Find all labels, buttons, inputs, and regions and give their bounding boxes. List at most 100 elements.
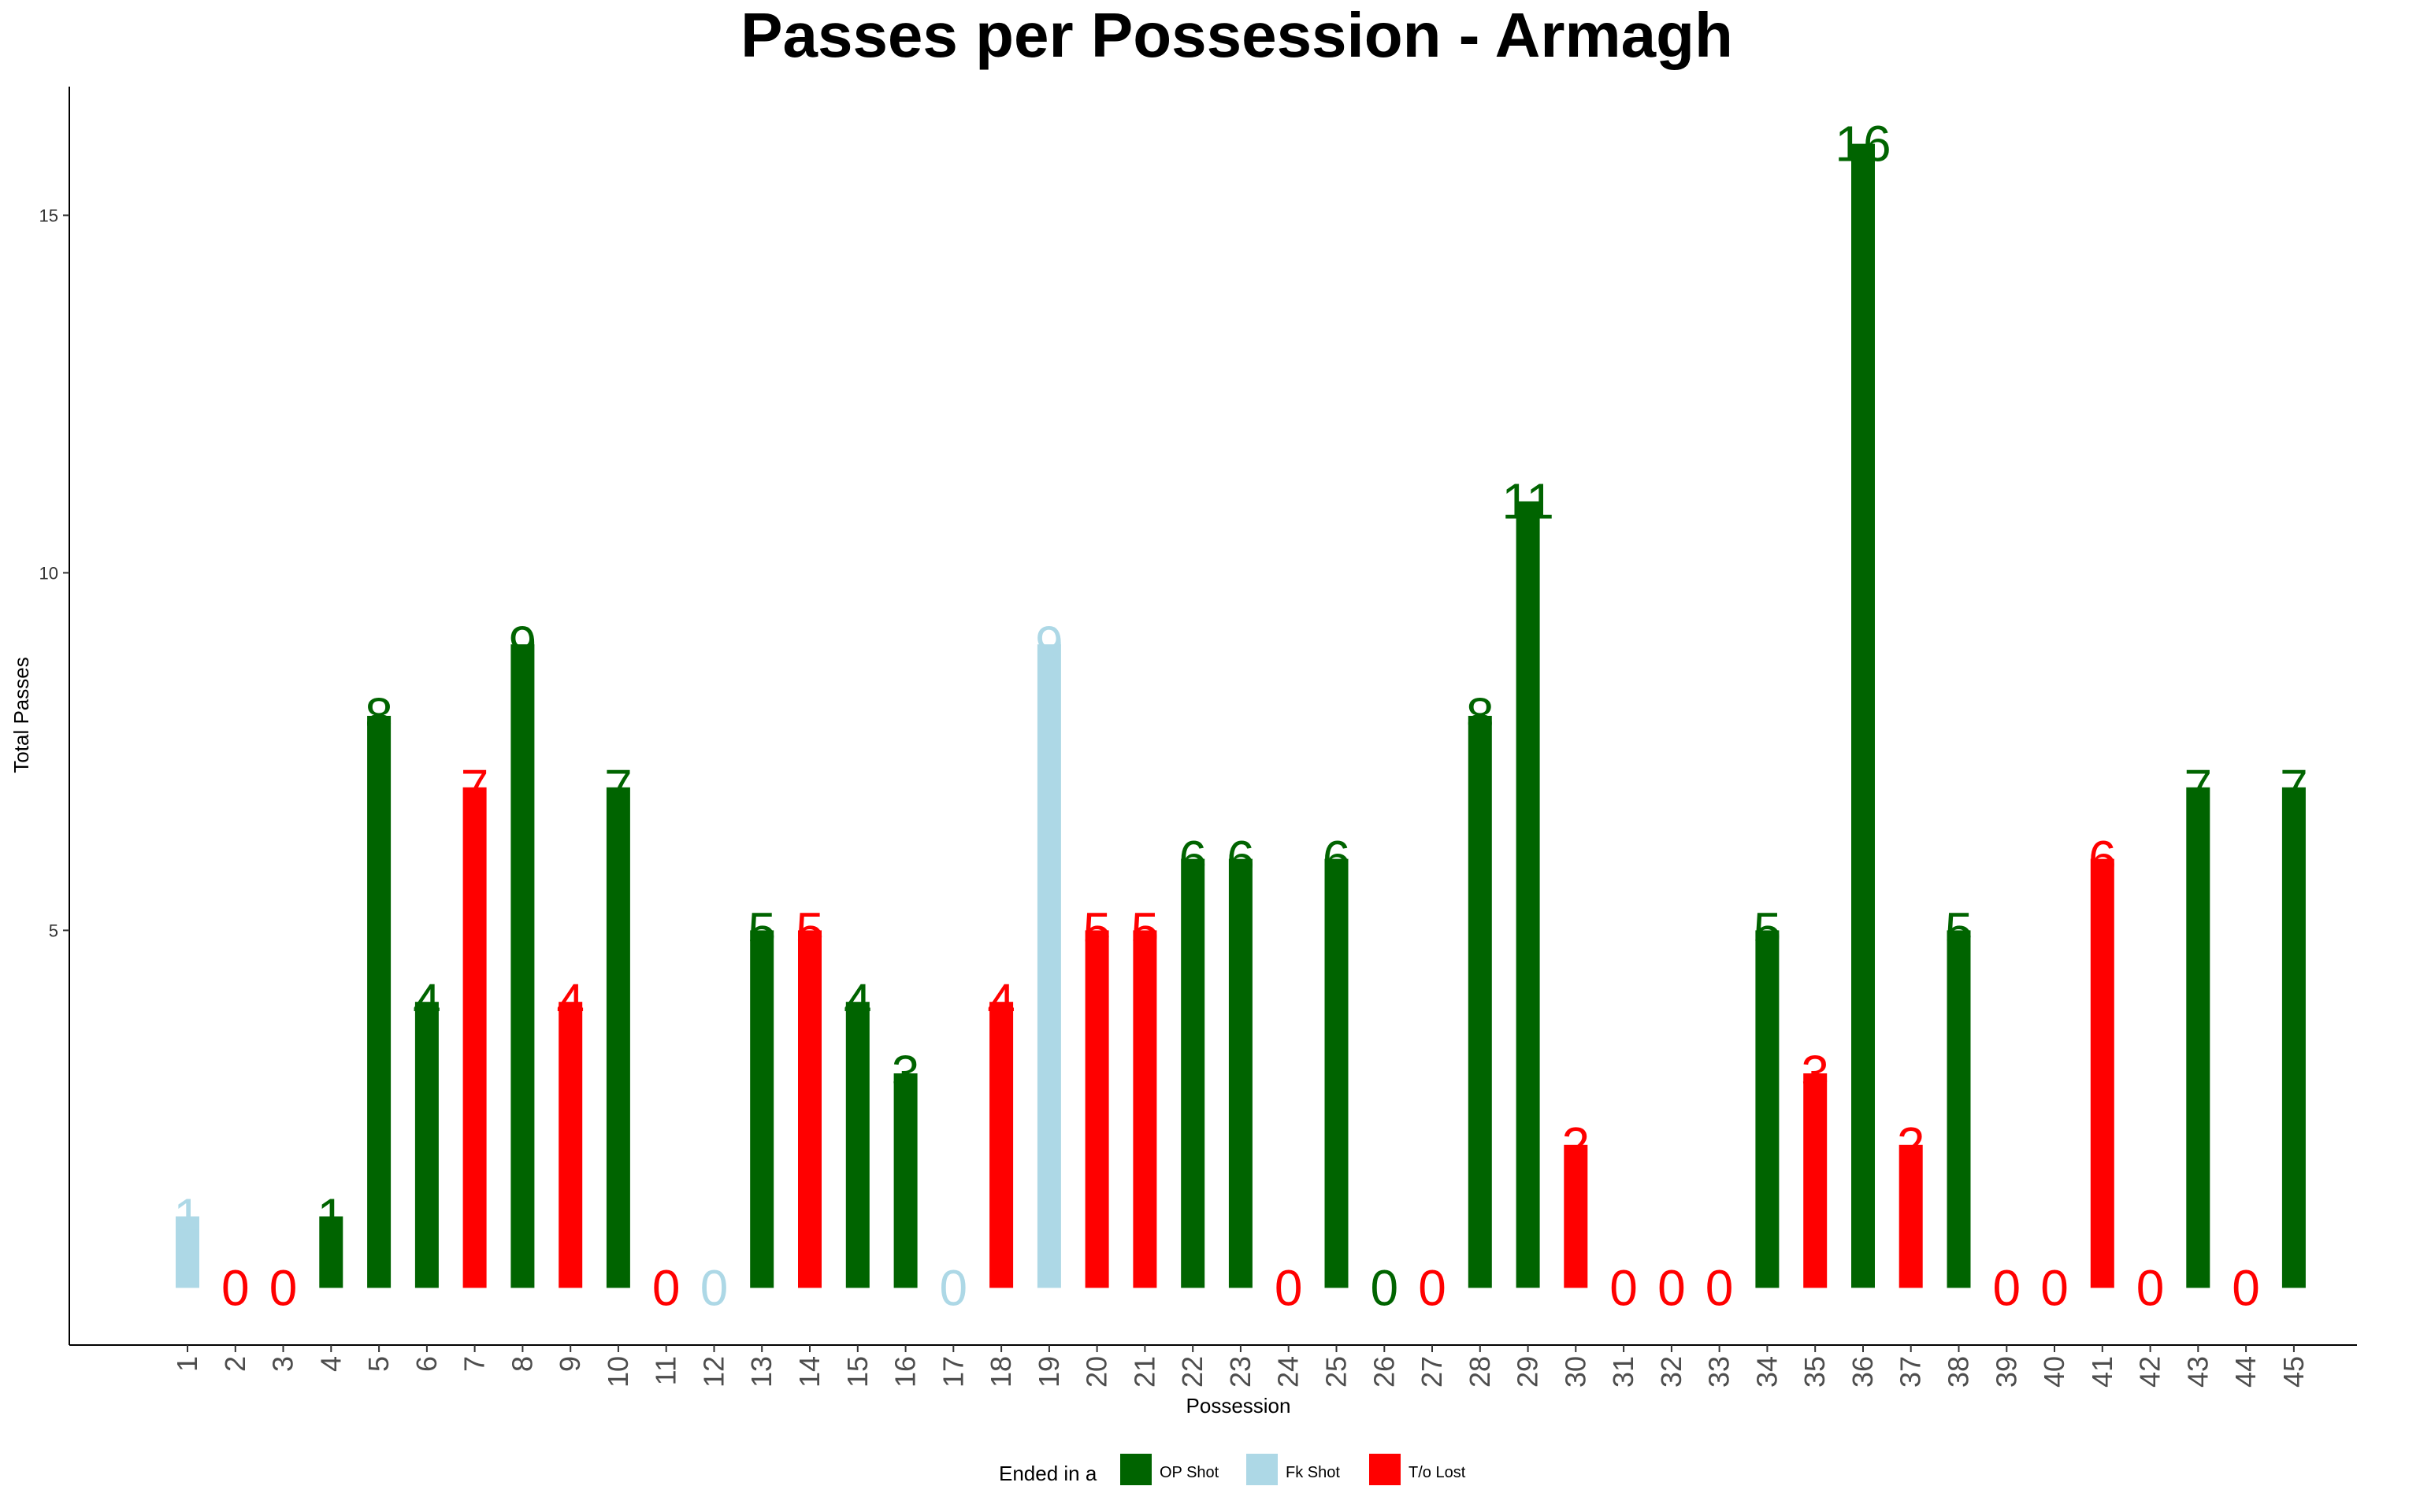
x-tick-label-8: 8 (506, 1356, 538, 1372)
x-tick-label-38: 38 (1943, 1356, 1975, 1388)
x-tick-label-24: 24 (1272, 1356, 1305, 1388)
data-label-33: 0 (1706, 1259, 1734, 1316)
x-tick-label-35: 35 (1798, 1356, 1831, 1388)
x-tick-label-19: 19 (1033, 1356, 1065, 1388)
data-label-45: 7 (2280, 759, 2308, 816)
data-label-10: 7 (604, 759, 633, 816)
data-label-9: 4 (556, 973, 585, 1030)
x-tick-label-29: 29 (1512, 1356, 1544, 1388)
x-tick-label-17: 17 (937, 1356, 969, 1388)
bars-group (176, 143, 2306, 1288)
x-tick-label-20: 20 (1081, 1356, 1113, 1388)
bar-29 (1516, 501, 1540, 1288)
data-label-8: 9 (509, 616, 537, 673)
data-label-6: 4 (413, 973, 441, 1030)
y-axis-title: Total Passes (9, 657, 33, 773)
data-label-43: 7 (2184, 759, 2213, 816)
data-label-42: 0 (2136, 1259, 2165, 1316)
x-tick-label-6: 6 (410, 1356, 443, 1372)
data-label-21: 5 (1131, 902, 1160, 958)
data-label-15: 4 (844, 973, 872, 1030)
legend-label-op: OP Shot (1160, 1464, 1219, 1481)
data-label-13: 5 (748, 902, 776, 958)
data-label-17: 0 (940, 1259, 968, 1316)
x-tick-label-21: 21 (1128, 1356, 1160, 1388)
bar-22 (1181, 858, 1205, 1288)
legend-label-to: T/o Lost (1409, 1464, 1466, 1481)
x-tick-label-16: 16 (889, 1356, 922, 1388)
x-tick-label-18: 18 (985, 1356, 1017, 1388)
data-label-32: 0 (1657, 1259, 1686, 1316)
x-tick-label-23: 23 (1224, 1356, 1256, 1388)
x-ticks-group: 1 2 3 4 5 6 7 8 9 10 11 12 13 14 15 16 17 18 19 20 21 22 23 24 2… (171, 1345, 2310, 1388)
bar-10 (606, 787, 630, 1288)
bar-23 (1228, 858, 1253, 1288)
x-tick-label-40: 40 (2038, 1356, 2070, 1388)
bar-8 (510, 644, 535, 1288)
x-tick-label-7: 7 (458, 1356, 491, 1372)
data-label-38: 5 (1945, 902, 1973, 958)
data-label-14: 5 (796, 902, 824, 958)
data-label-36: 16 (1835, 116, 1891, 172)
data-label-19: 9 (1035, 616, 1063, 673)
x-tick-label-43: 43 (2181, 1356, 2214, 1388)
x-tick-label-9: 9 (554, 1356, 586, 1372)
data-label-16: 3 (892, 1045, 920, 1102)
data-label-39: 0 (1993, 1259, 2021, 1316)
x-axis-title: Possession (1186, 1394, 1291, 1418)
data-label-4: 1 (317, 1188, 346, 1245)
x-tick-label-42: 42 (2134, 1356, 2166, 1388)
bar-35 (1803, 1073, 1828, 1288)
x-tick-label-36: 36 (1847, 1356, 1879, 1388)
data-label-44: 0 (2232, 1259, 2260, 1316)
x-tick-label-1: 1 (171, 1356, 203, 1372)
x-tick-label-37: 37 (1895, 1356, 1927, 1388)
x-tick-label-4: 4 (314, 1356, 347, 1372)
bar-9 (559, 1002, 583, 1288)
bar-21 (1133, 930, 1157, 1288)
legend-title: Ended in a (999, 1462, 1097, 1485)
data-label-5: 8 (365, 687, 393, 744)
data-label-1: 1 (173, 1188, 202, 1245)
bar-45 (2281, 787, 2306, 1288)
data-label-35: 3 (1801, 1045, 1829, 1102)
x-tick-label-5: 5 (362, 1356, 395, 1372)
data-label-34: 5 (1754, 902, 1782, 958)
data-label-31: 0 (1609, 1259, 1638, 1316)
x-tick-label-28: 28 (1464, 1356, 1496, 1388)
bar-30 (1564, 1144, 1588, 1288)
x-tick-label-44: 44 (2229, 1356, 2262, 1388)
bar-20 (1085, 930, 1109, 1288)
x-tick-label-15: 15 (841, 1356, 874, 1388)
x-tick-label-13: 13 (745, 1356, 778, 1388)
data-label-3: 0 (269, 1259, 298, 1316)
bar-1 (176, 1216, 199, 1288)
bar-34 (1755, 930, 1780, 1288)
legend: Ended in a OP Shot Fk Shot T/o Lost (999, 1454, 1466, 1485)
x-tick-label-34: 34 (1750, 1356, 1783, 1388)
data-label-23: 6 (1227, 831, 1255, 888)
x-tick-label-41: 41 (2086, 1356, 2118, 1388)
legend-label-fk: Fk Shot (1286, 1464, 1340, 1481)
x-tick-label-3: 3 (267, 1356, 299, 1372)
bar-5 (367, 716, 392, 1288)
y-tick-label-5: 5 (49, 921, 58, 940)
data-label-24: 0 (1275, 1259, 1303, 1316)
y-tick-label-10: 10 (39, 563, 58, 583)
data-label-37: 2 (1897, 1117, 1925, 1173)
bar-25 (1324, 858, 1349, 1288)
data-label-27: 0 (1418, 1259, 1446, 1316)
y-tick-label-15: 15 (39, 206, 58, 225)
data-label-12: 0 (700, 1259, 729, 1316)
bar-43 (2186, 787, 2210, 1288)
data-label-41: 6 (2088, 831, 2117, 888)
bar-18 (989, 1002, 1014, 1288)
data-label-26: 0 (1371, 1259, 1399, 1316)
x-tick-label-33: 33 (1703, 1356, 1735, 1388)
legend-swatch-to (1369, 1454, 1401, 1485)
data-label-25: 6 (1323, 831, 1351, 888)
bar-16 (893, 1073, 918, 1288)
x-tick-label-32: 32 (1655, 1356, 1687, 1388)
